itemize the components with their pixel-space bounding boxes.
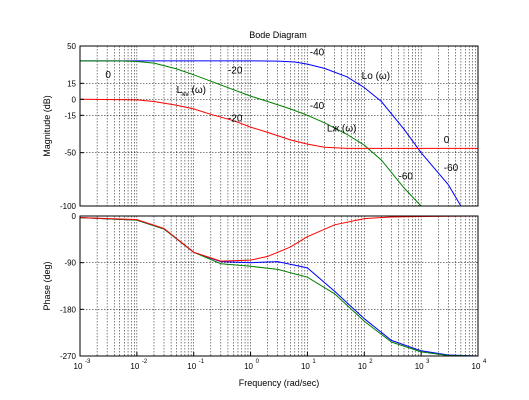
magnitude-grid (80, 46, 478, 206)
phase-y-tick-label: -180 (60, 305, 77, 314)
magnitude-curve-red (79, 98, 478, 149)
phase-y-tick-label: -270 (60, 352, 77, 361)
x-tick-label: 10 (74, 362, 83, 371)
phase-plot-frame (80, 216, 478, 356)
x-tick-exponent: 4 (483, 359, 487, 365)
magnitude-plot-border (79, 45, 479, 207)
phase-y-axis-label: Phase (deg) (42, 261, 52, 310)
x-tick-exponent: 2 (369, 359, 373, 365)
phase-curves (79, 215, 479, 357)
slope-annotation: -60 (399, 171, 414, 182)
frequency-x-ticks: 10 -3 10 -2 10 -1 10 0 10 1 10 2 10 3 10 4 (74, 352, 487, 371)
phase-panel: 0-90-180-270 10 -3 10 -2 10 -1 10 0 10 1 10 2 10 3 10 4… (42, 212, 487, 388)
frequency-x-axis-label: Frequency (rad/sec) (239, 378, 320, 388)
x-tick-exponent: -1 (199, 359, 205, 365)
x-tick-exponent: -3 (85, 359, 91, 365)
magnitude-curve-green (80, 60, 422, 207)
magnitude-y-tick-label: -100 (60, 202, 77, 211)
x-tick-label: 10 (187, 362, 196, 371)
x-tick-label: 10 (130, 362, 139, 371)
slope-annotation: Lo (ω) (362, 71, 390, 82)
x-tick-exponent: 3 (426, 359, 430, 365)
magnitude-y-tick-label: -15 (64, 111, 76, 120)
x-tick-exponent: 1 (312, 359, 316, 365)
magnitude-y-tick-label: -50 (64, 149, 76, 158)
magnitude-y-tick-label: 15 (67, 79, 76, 88)
phase-grid (80, 216, 478, 356)
magnitude-curves (79, 60, 478, 207)
chart-title: Bode Diagram (249, 30, 307, 40)
phase-plot-border (79, 215, 479, 357)
magnitude-y-tick-label: 50 (67, 42, 76, 51)
slope-annotation: -20 (228, 114, 243, 125)
magnitude-y-ticks: 50 15 0 -15 -50 -100 (60, 42, 84, 211)
slope-annotation: -40 (310, 101, 325, 112)
x-tick-label: 10 (301, 362, 310, 371)
slope-annotation: -60 (444, 163, 459, 174)
phase-y-ticks: 0 -90 -180 -270 (60, 212, 84, 361)
slope-annotation: -40 (310, 48, 325, 59)
magnitude-plot-frame (80, 46, 478, 206)
x-tick-label: 10 (415, 362, 424, 371)
slope-annotation: 0 (105, 70, 111, 81)
slope-annotation: -20 (228, 66, 243, 77)
phase-curve-red (79, 215, 479, 262)
magnitude-y-tick-label: 0 (72, 95, 77, 104)
x-tick-exponent: 0 (256, 359, 260, 365)
x-tick-label: 10 (472, 362, 481, 371)
x-tick-exponent: -2 (142, 359, 148, 365)
magnitude-y-axis-label: Magnitude (dB) (42, 95, 52, 157)
slope-annotation: Lж (ω) (327, 123, 357, 134)
x-tick-label: 10 (244, 362, 253, 371)
x-tick-label: 10 (358, 362, 367, 371)
phase-y-tick-label: -90 (64, 259, 76, 268)
phase-y-tick-label: 0 (72, 212, 77, 221)
slope-annotation: 0 (444, 135, 450, 146)
